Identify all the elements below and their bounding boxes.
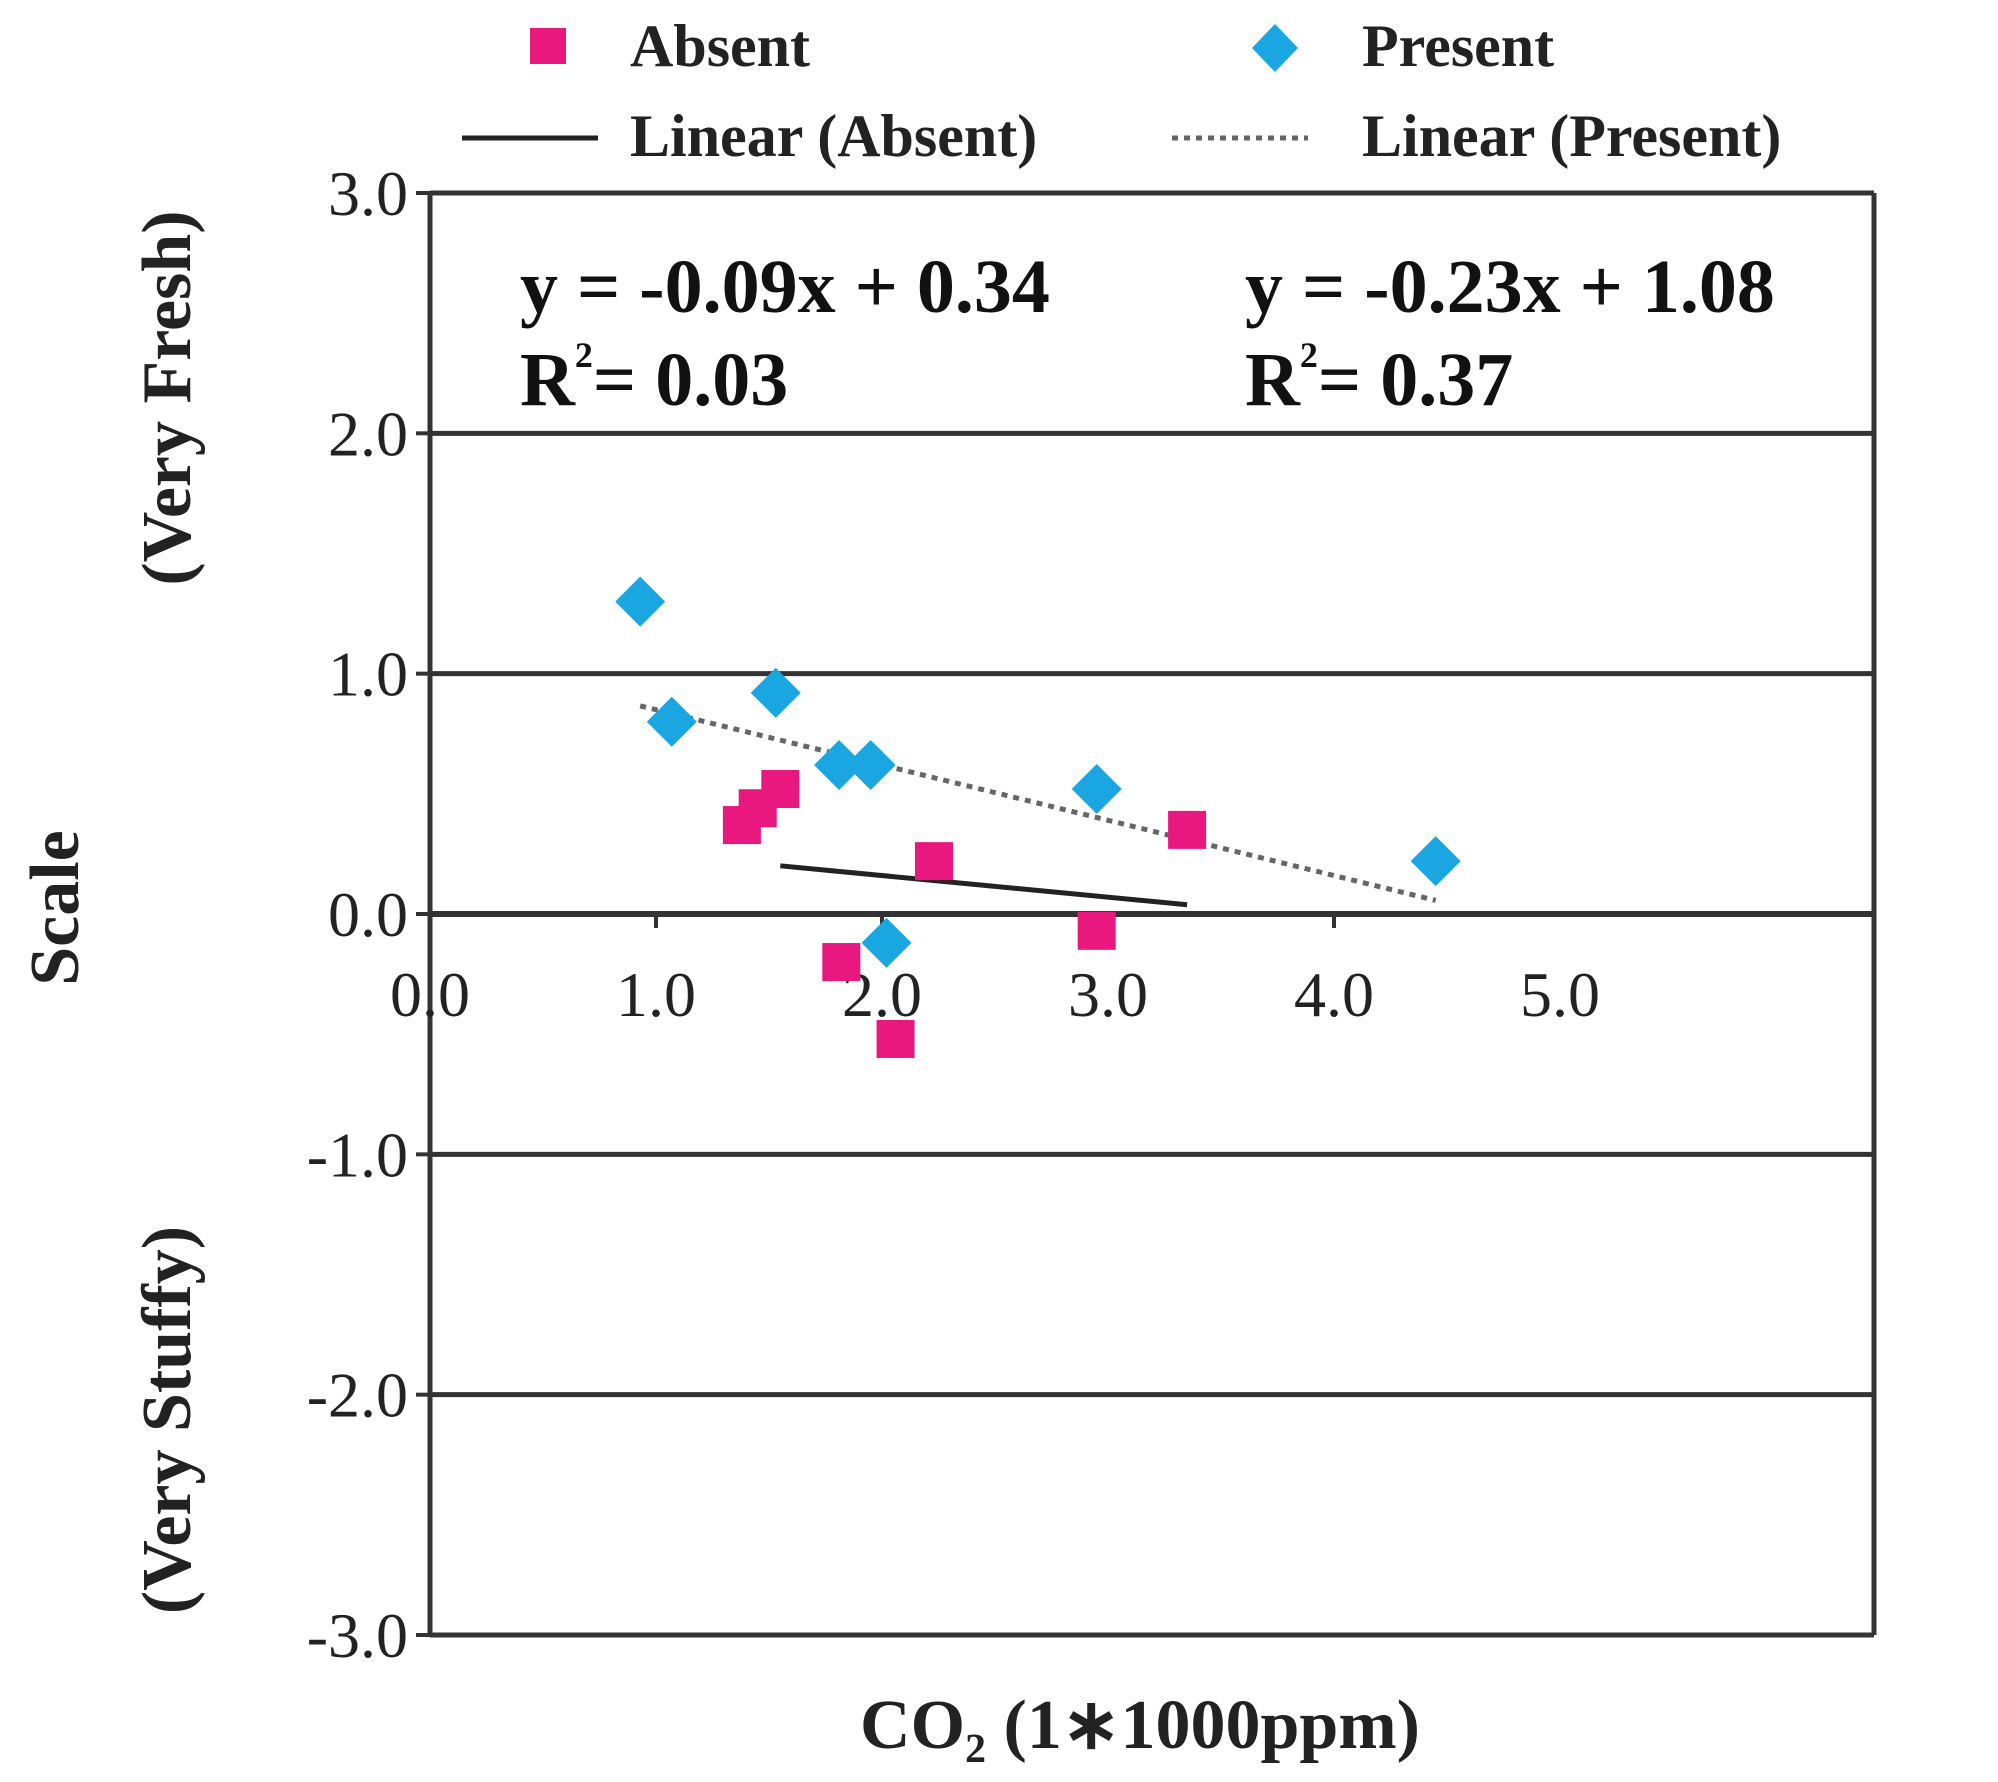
legend-absent-label: Absent bbox=[630, 13, 810, 79]
plot-area bbox=[427, 190, 1877, 1638]
point-present bbox=[1410, 836, 1461, 887]
equation-present: y = -0.23x + 1.08 R2= 0.37 bbox=[1245, 245, 1775, 422]
y-tick-label: 0.0 bbox=[328, 879, 408, 950]
x-tick-label: 3.0 bbox=[1068, 959, 1148, 1030]
equation-present-text: y = -0.23x + 1.08 bbox=[1245, 245, 1775, 329]
x-tick-label: 4.0 bbox=[1294, 959, 1374, 1030]
x-tick-label: 5.0 bbox=[1520, 959, 1600, 1030]
point-present bbox=[845, 739, 896, 790]
y-tick-label: 1.0 bbox=[328, 639, 408, 710]
r2-absent-text: R2= 0.03 bbox=[520, 335, 788, 422]
y-tick-label: 3.0 bbox=[328, 158, 408, 229]
trendline-absent bbox=[780, 863, 1188, 908]
y-tick-label: 2.0 bbox=[328, 398, 408, 469]
equation-absent-text: y = -0.09x + 0.34 bbox=[520, 245, 1050, 329]
x-axis-title: CO₂ (1∗1000ppm) bbox=[860, 1687, 1420, 1764]
point-absent bbox=[1168, 810, 1207, 849]
trendline-present bbox=[639, 703, 1437, 903]
point-absent bbox=[822, 943, 861, 982]
point-present bbox=[646, 696, 697, 747]
point-absent bbox=[876, 1019, 915, 1058]
legend-linear-present-label: Linear (Present) bbox=[1362, 103, 1781, 169]
y-tick-labels: 3.0 2.0 1.0 0.0 -1.0 -2.0 -3.0 bbox=[307, 158, 430, 1671]
y-tick-label: -2.0 bbox=[307, 1360, 408, 1431]
x-tick-label: 1.0 bbox=[616, 959, 696, 1030]
trendlines bbox=[639, 703, 1437, 908]
legend-present-marker bbox=[1252, 24, 1298, 72]
y-axis-title-top: (Very Fresh) bbox=[129, 210, 206, 585]
legend-linear-absent-label: Linear (Absent) bbox=[630, 103, 1037, 169]
point-present bbox=[615, 576, 666, 627]
r2-present-text: R2= 0.37 bbox=[1245, 335, 1513, 422]
point-present bbox=[750, 667, 801, 718]
x-tick-labels: 0.0 1.0 2.0 3.0 4.0 5.0 bbox=[390, 959, 1600, 1030]
data-points bbox=[615, 576, 1461, 1058]
point-present bbox=[814, 739, 865, 790]
y-axis-title-bottom: (Very Stuffy) bbox=[129, 1226, 206, 1614]
x-tick-label: 0.0 bbox=[390, 959, 470, 1030]
point-absent bbox=[761, 770, 800, 809]
point-absent bbox=[1077, 911, 1116, 950]
gridlines bbox=[430, 430, 1874, 1398]
legend-absent-marker bbox=[530, 28, 566, 64]
legend: Absent Present Linear (Absent) Linear (P… bbox=[462, 13, 1781, 169]
y-tick-label: -3.0 bbox=[307, 1600, 408, 1671]
point-absent bbox=[914, 842, 953, 881]
y-tick-label: -1.0 bbox=[307, 1119, 408, 1190]
y-axis-title: Scale bbox=[17, 830, 94, 986]
equation-absent: y = -0.09x + 0.34 R2= 0.03 bbox=[520, 245, 1050, 422]
point-present bbox=[1071, 764, 1122, 815]
legend-present-label: Present bbox=[1362, 13, 1554, 79]
point-present bbox=[861, 917, 912, 968]
